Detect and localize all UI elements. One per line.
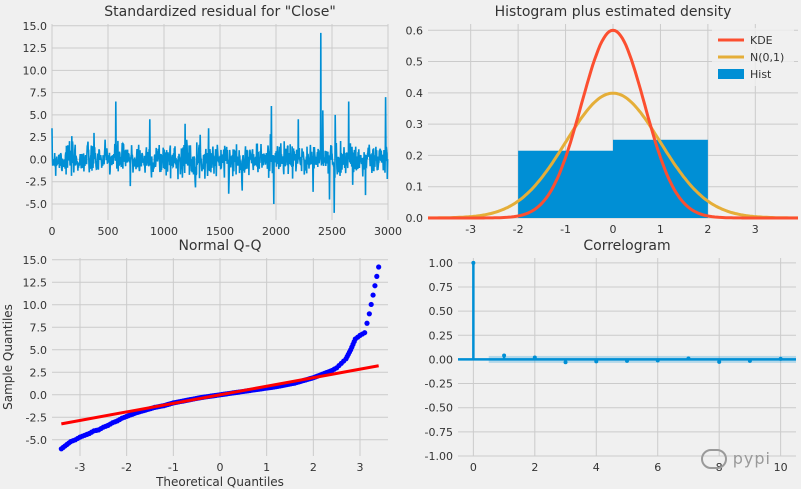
x-tick-label: -2 xyxy=(513,223,524,236)
x-tick-label: -1 xyxy=(560,223,571,236)
qq-reference-line xyxy=(61,364,379,426)
y-tick-label: 2.5 xyxy=(30,366,48,379)
y-tick-label: 15.0 xyxy=(23,254,48,267)
x-tick-label: 0 xyxy=(470,461,477,474)
y-tick-label: 0.25 xyxy=(429,329,454,342)
x-tick-label: 3 xyxy=(752,223,759,236)
x-tick-label: 1 xyxy=(263,461,270,474)
qq-point xyxy=(368,301,374,308)
acf-marker xyxy=(502,353,507,358)
y-tick-label: -2.5 xyxy=(26,176,47,189)
chart-title: Standardized residual for "Close" xyxy=(104,4,336,20)
kde-line xyxy=(428,28,798,220)
watermark-text: pypi xyxy=(732,448,771,468)
acf-marker xyxy=(655,358,660,363)
legend-swatch xyxy=(718,69,744,79)
qq-point xyxy=(376,264,382,270)
y-tick-label: 12.5 xyxy=(23,42,48,55)
y-tick-label: -0.50 xyxy=(425,402,453,415)
x-tick-label: 500 xyxy=(98,225,119,238)
y-tick-label: 0.3 xyxy=(406,118,424,131)
y-tick-label: 0.0 xyxy=(30,389,48,402)
acf-marker xyxy=(594,359,599,364)
y-tick-label: 0.2 xyxy=(406,149,424,162)
x-tick-label: 2 xyxy=(704,223,711,236)
y-tick-label: 0.5 xyxy=(406,56,424,69)
y-tick-label: 0.4 xyxy=(406,87,424,100)
acf-marker xyxy=(532,355,537,360)
x-tick-label: 1000 xyxy=(150,225,178,238)
qq-point xyxy=(362,330,368,336)
chat-bubble-icon xyxy=(700,449,727,469)
legend-label: Hist xyxy=(750,68,772,81)
residual-series-line xyxy=(51,32,389,213)
x-tick-label: 1500 xyxy=(206,225,234,238)
x-tick-label: 3 xyxy=(357,461,364,474)
x-tick-label: -2 xyxy=(121,461,132,474)
acf-marker xyxy=(778,356,783,361)
y-tick-label: -1.00 xyxy=(425,450,453,463)
qq-point xyxy=(370,292,376,298)
acf-marker xyxy=(717,359,722,364)
normal-density-line xyxy=(428,91,798,220)
chart-title: Normal Q-Q xyxy=(178,238,261,254)
y-tick-label: 10.0 xyxy=(23,64,48,77)
y-tick-label: 0.0 xyxy=(30,153,48,166)
y-tick-label: 2.5 xyxy=(30,131,48,144)
y-tick-label: 7.5 xyxy=(30,87,48,100)
acf-marker xyxy=(686,356,691,361)
x-tick-label: -1 xyxy=(168,461,179,474)
y-tick-label: 0.1 xyxy=(406,181,424,194)
x-tick-label: 2 xyxy=(310,461,317,474)
y-tick-label: 0.75 xyxy=(429,281,454,294)
y-tick-label: 7.5 xyxy=(30,321,48,334)
y-tick-label: -0.25 xyxy=(425,378,453,391)
x-tick-label: 2 xyxy=(531,461,538,474)
histogram-bar xyxy=(613,139,708,218)
acf-marker xyxy=(563,360,568,365)
x-tick-label: 0 xyxy=(49,225,56,238)
legend-label: KDE xyxy=(750,34,773,47)
x-tick-label: 0 xyxy=(610,223,617,236)
qq-point xyxy=(372,283,378,289)
x-tick-label: 0 xyxy=(217,461,224,474)
y-axis-label: Sample Quantiles xyxy=(1,304,15,410)
x-tick-label: -3 xyxy=(75,461,86,474)
x-tick-label: 2000 xyxy=(262,225,290,238)
acf-marker xyxy=(471,260,476,265)
legend-label: N(0,1) xyxy=(750,51,784,64)
y-tick-label: 0.50 xyxy=(429,305,454,318)
x-tick-label: 6 xyxy=(654,461,661,474)
y-tick-label: 5.0 xyxy=(30,109,48,122)
x-tick-label: 4 xyxy=(593,461,600,474)
x-tick-label: -3 xyxy=(465,223,476,236)
qq-point xyxy=(374,273,380,279)
histogram-bar xyxy=(518,150,613,218)
y-tick-label: 10.0 xyxy=(23,299,48,312)
y-tick-label: -0.75 xyxy=(425,426,453,439)
acf-marker xyxy=(625,358,629,363)
y-tick-label: 5.0 xyxy=(30,344,48,357)
y-tick-label: 0.00 xyxy=(429,353,454,366)
x-tick-label: 3000 xyxy=(374,225,402,238)
acf-marker xyxy=(747,358,752,363)
y-tick-label: 1.00 xyxy=(429,257,454,270)
y-tick-label: -2.5 xyxy=(26,411,47,424)
qq-point xyxy=(364,320,370,326)
y-tick-label: -5.0 xyxy=(26,434,47,447)
y-tick-label: 12.5 xyxy=(23,276,48,289)
x-axis-label: Theoretical Quantiles xyxy=(155,475,284,489)
x-tick-label: 2500 xyxy=(318,225,346,238)
y-tick-label: 15.0 xyxy=(23,20,48,33)
qq-point xyxy=(366,311,372,317)
chart-title: Correlogram xyxy=(583,238,670,254)
y-tick-label: 0.6 xyxy=(406,24,424,37)
watermark: pypi xyxy=(700,448,771,469)
chart-title: Histogram plus estimated density xyxy=(495,4,732,20)
y-tick-label: 0.0 xyxy=(406,212,424,225)
x-tick-label: 10 xyxy=(774,461,788,474)
y-tick-label: -5.0 xyxy=(26,198,47,211)
x-tick-label: 1 xyxy=(657,223,664,236)
